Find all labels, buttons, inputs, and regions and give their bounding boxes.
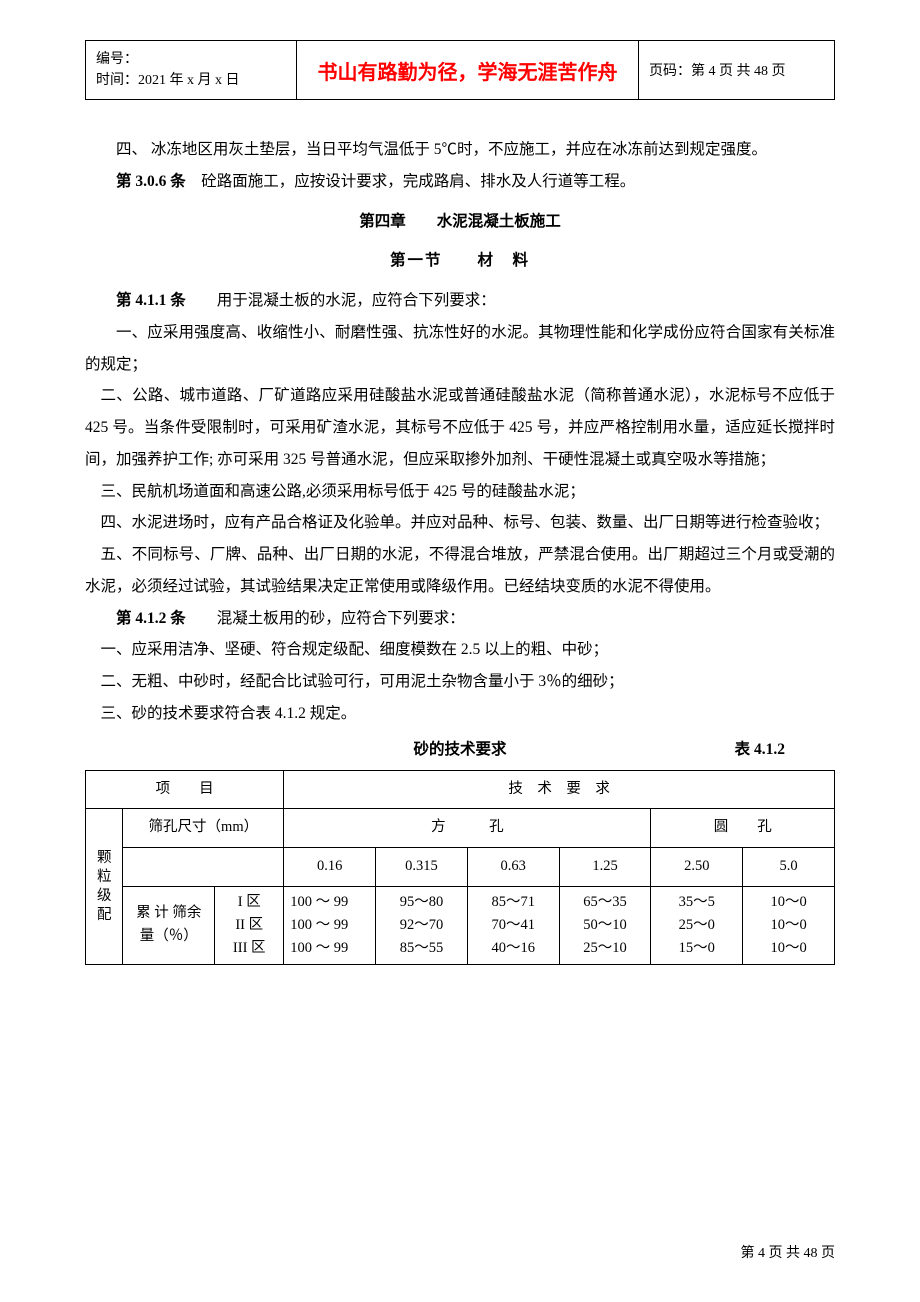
- size-3: 1.25: [559, 847, 651, 886]
- clause-3-0-6-label: 第 3.0.6 条: [116, 173, 186, 190]
- header-motto: 书山有路勤为径，学海无涯苦作舟: [318, 62, 618, 84]
- size-2: 0.63: [467, 847, 559, 886]
- size-5: 5.0: [743, 847, 835, 886]
- para-sand1: 一、应采用洁净、坚硬、符合规定级配、细度模数在 2.5 以上的粗、中砂；: [85, 634, 835, 666]
- cell-6: 10～0 10～0 10～0: [743, 886, 835, 965]
- header-doc-number: 编号：: [96, 49, 286, 70]
- section-title: 第一节 材 料: [85, 245, 835, 277]
- para-sand2: 二、无粗、中砂时，经配合比试验可行，可用泥土杂物含量小于 3％的细砂；: [85, 666, 835, 698]
- cell-1: 100 ～ 99 100 ～ 99 100 ～ 99: [284, 886, 376, 965]
- cell-2: 95～80 92～70 85～55: [376, 886, 468, 965]
- para-3-0-6: 第 3.0.6 条 砼路面施工，应按设计要求，完成路肩、排水及人行道等工程。: [85, 166, 835, 198]
- header-center-cell: 书山有路勤为径，学海无涯苦作舟: [297, 41, 639, 100]
- size-4: 2.50: [651, 847, 743, 886]
- clause-4-1-1-text: 用于混凝土板的水泥，应符合下列要求：: [186, 292, 496, 309]
- sand-spec-table: 项 目 技 术 要 求 颗粒级配 筛孔尺寸（mm） 方 孔 圆 孔 0.16 0…: [85, 770, 835, 966]
- header-right-cell: 页码：第 4 页 共 48 页: [639, 41, 835, 100]
- para-req4: 四、水泥进场时，应有产品合格证及化验单。并应对品种、标号、包装、数量、出厂日期等…: [85, 507, 835, 539]
- size-1: 0.315: [376, 847, 468, 886]
- para-sand3: 三、砂的技术要求符合表 4.1.2 规定。: [85, 698, 835, 730]
- header-page-info: 页码：第 4 页 共 48 页: [649, 64, 786, 79]
- cell-4: 65～35 50～10 25～10: [559, 886, 651, 965]
- row-group-text: 颗粒级配: [97, 850, 112, 923]
- chapter-title: 第四章 水泥混凝土板施工: [85, 206, 835, 238]
- para-req2: 二、公路、城市道路、厂矿道路应采用硅酸盐水泥或普通硅酸盐水泥（简称普通水泥），水…: [85, 380, 835, 475]
- body-content: 四、 冰冻地区用灰土垫层，当日平均气温低于 5℃时，不应施工，并应在冰冻前达到规…: [85, 134, 835, 965]
- clause-4-1-2-text: 混凝土板用的砂，应符合下列要求：: [186, 610, 465, 627]
- header-left-cell: 编号： 时间：2021 年 x 月 x 日: [86, 41, 297, 100]
- table-title-row: 砂的技术要求 表 4.1.2: [85, 734, 835, 766]
- sieve-label: 筛孔尺寸（mm）: [123, 809, 284, 848]
- round-hole: 圆 孔: [651, 809, 835, 848]
- footer-page-number: 第 4 页 共 48 页: [741, 1242, 836, 1262]
- cell-5: 35～5 25～0 15～0: [651, 886, 743, 965]
- cum-label: 累 计 筛余 量（％）: [123, 886, 215, 965]
- row-group-label: 颗粒级配: [86, 809, 123, 965]
- sieve-blank: [123, 847, 284, 886]
- header-table: 编号： 时间：2021 年 x 月 x 日 书山有路勤为径，学海无涯苦作舟 页码…: [85, 40, 835, 100]
- para-4-1-2: 第 4.1.2 条 混凝土板用的砂，应符合下列要求：: [85, 603, 835, 635]
- header-date: 时间：2021 年 x 月 x 日: [96, 70, 286, 91]
- para-req5: 五、不同标号、厂牌、品种、出厂日期的水泥，不得混合堆放，严禁混合使用。出厂期超过…: [85, 539, 835, 603]
- clause-3-0-6-text: 砼路面施工，应按设计要求，完成路肩、排水及人行道等工程。: [186, 173, 636, 190]
- clause-4-1-1-label: 第 4.1.1 条: [116, 292, 186, 309]
- size-0: 0.16: [284, 847, 376, 886]
- th-req: 技 术 要 求: [284, 770, 835, 809]
- para-4-1-1: 第 4.1.1 条 用于混凝土板的水泥，应符合下列要求：: [85, 285, 835, 317]
- clause-4-1-2-label: 第 4.1.2 条: [116, 610, 186, 627]
- zones: I 区 II 区 III 区: [215, 886, 284, 965]
- square-hole: 方 孔: [284, 809, 651, 848]
- th-item: 项 目: [86, 770, 284, 809]
- para-item4: 四、 冰冻地区用灰土垫层，当日平均气温低于 5℃时，不应施工，并应在冰冻前达到规…: [85, 134, 835, 166]
- para-req1: 一、应采用强度高、收缩性小、耐磨性强、抗冻性好的水泥。其物理性能和化学成份应符合…: [85, 317, 835, 381]
- table-number: 表 4.1.2: [735, 734, 785, 766]
- para-req3: 三、民航机场道面和高速公路,必须采用标号低于 425 号的硅酸盐水泥；: [85, 476, 835, 508]
- table-title: 砂的技术要求: [413, 734, 506, 766]
- page: 编号： 时间：2021 年 x 月 x 日 书山有路勤为径，学海无涯苦作舟 页码…: [0, 0, 920, 1302]
- cell-3: 85～71 70～41 40～16: [467, 886, 559, 965]
